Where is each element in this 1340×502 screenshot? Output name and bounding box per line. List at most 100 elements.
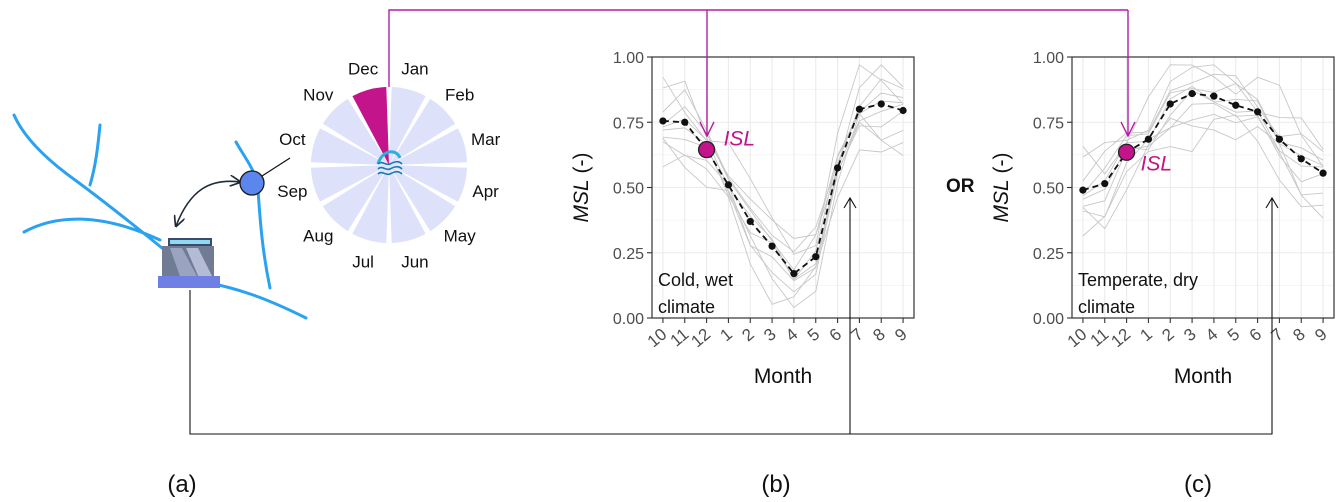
data-point bbox=[1275, 135, 1284, 143]
y-axis-title-var: MSL bbox=[570, 179, 593, 222]
ensemble-line bbox=[1082, 114, 1324, 237]
wheel-label-aug: Aug bbox=[303, 227, 333, 246]
data-point bbox=[833, 164, 842, 172]
river-right-stream bbox=[234, 140, 272, 290]
wheel-label-jul: Jul bbox=[352, 253, 374, 272]
y-tick-label: 0.50 bbox=[613, 181, 644, 198]
isl-pointers bbox=[388, 9, 1136, 138]
wheel-label-oct: Oct bbox=[279, 130, 306, 149]
y-tick-label: 0.50 bbox=[1033, 181, 1064, 198]
y-tick-label: 0.25 bbox=[1033, 246, 1064, 263]
x-tick-label: 8 bbox=[869, 325, 888, 346]
data-point bbox=[724, 181, 733, 189]
data-point bbox=[812, 253, 820, 261]
data-point bbox=[1144, 135, 1153, 143]
y-axis-title-var: MSL bbox=[990, 179, 1013, 222]
isl-arrowhead-c bbox=[1120, 121, 1136, 138]
data-point bbox=[1079, 186, 1087, 194]
data-point bbox=[1210, 92, 1218, 100]
y-tick-label: 0.00 bbox=[1033, 311, 1064, 328]
data-point bbox=[1166, 100, 1174, 108]
isl-pointer-line bbox=[388, 9, 1128, 87]
wheel-segment-jun bbox=[389, 165, 426, 243]
wheel-label-apr: Apr bbox=[472, 182, 499, 201]
y-tick-label: 0.00 bbox=[613, 311, 644, 328]
data-point bbox=[659, 117, 667, 125]
month-wheel: Jan Feb Mar Apr May Jun Jul Aug Sep Oct Nov Dec bbox=[277, 59, 500, 271]
panel-label-b: (b) bbox=[761, 471, 790, 498]
x-tick-label: 6 bbox=[826, 325, 845, 346]
ensemble-line bbox=[662, 142, 904, 305]
ensemble-line bbox=[662, 64, 904, 255]
x-tick-label: 1 bbox=[717, 325, 736, 346]
wheel-segment-may bbox=[389, 165, 456, 232]
data-point bbox=[1297, 155, 1305, 163]
wave-icon bbox=[376, 150, 403, 176]
y-tick-label: 1.00 bbox=[613, 50, 644, 67]
panel-label-c: (c) bbox=[1184, 471, 1212, 498]
isl-label: ISL bbox=[724, 128, 756, 151]
wheel-label-feb: Feb bbox=[445, 85, 474, 104]
wheel-label-jun: Jun bbox=[401, 253, 428, 272]
x-tick-label: 7 bbox=[1268, 325, 1287, 346]
wheel-label-may: May bbox=[444, 227, 477, 246]
y-axis-title: MSL (-) bbox=[990, 152, 1013, 222]
data-point bbox=[681, 118, 689, 126]
climate-annotation-line: climate bbox=[1078, 297, 1135, 317]
gauge-station-icon bbox=[239, 170, 265, 196]
x-tick-label: 4 bbox=[1202, 325, 1221, 346]
data-point bbox=[1253, 108, 1262, 116]
wheel-segment-jan bbox=[389, 87, 426, 165]
x-tick-label: 10 bbox=[644, 325, 671, 352]
wheel-segment-mar bbox=[389, 128, 467, 165]
x-tick-label: 3 bbox=[760, 325, 779, 346]
data-point bbox=[1232, 101, 1240, 109]
dam-arrowhead-c bbox=[1265, 196, 1279, 209]
isl-arrowhead-b bbox=[699, 121, 715, 138]
ensemble-line bbox=[1082, 117, 1324, 230]
wheel-segment-nov bbox=[322, 98, 389, 165]
x-tick-label: 9 bbox=[1311, 325, 1330, 346]
wheel-label-jan: Jan bbox=[401, 59, 428, 78]
data-point bbox=[1101, 179, 1109, 188]
data-point bbox=[1188, 89, 1196, 98]
x-tick-label: 2 bbox=[738, 325, 757, 346]
x-tick-label: 10 bbox=[1064, 325, 1091, 352]
wheel-segment-aug bbox=[322, 165, 389, 232]
data-point bbox=[768, 242, 776, 250]
data-point bbox=[899, 106, 907, 115]
x-tick-label: 8 bbox=[1289, 325, 1308, 346]
ensemble-line bbox=[1082, 73, 1324, 182]
x-tick-label: 2 bbox=[1158, 325, 1177, 346]
data-point bbox=[790, 270, 798, 278]
dam-arrowhead-b bbox=[843, 196, 857, 209]
ensemble-line bbox=[1082, 113, 1324, 218]
wheel-segment-sep bbox=[311, 165, 389, 202]
data-point bbox=[877, 100, 885, 108]
dam-connectors bbox=[189, 196, 1279, 435]
y-axis-title: MSL (-) bbox=[570, 152, 593, 222]
wheel-segment-oct bbox=[311, 128, 389, 165]
wheel-label-sep: Sep bbox=[277, 182, 307, 201]
wheel-label-mar: Mar bbox=[471, 130, 501, 149]
x-axis-title: Month bbox=[754, 365, 812, 388]
panel-label-a: (a) bbox=[167, 471, 196, 498]
exchange-arrow bbox=[176, 181, 240, 226]
y-tick-label: 1.00 bbox=[1033, 50, 1064, 67]
or-label: OR bbox=[946, 176, 975, 197]
isl-point bbox=[697, 141, 716, 159]
y-tick-label: 0.75 bbox=[613, 115, 644, 132]
y-axis-title-unit: (-) bbox=[990, 152, 1013, 173]
gauge-leader-line bbox=[261, 157, 291, 177]
climate-annotation-line: Temperate, dry bbox=[1078, 270, 1198, 290]
river-left-branch bbox=[22, 217, 162, 242]
wheel-segment-apr bbox=[389, 165, 467, 202]
isl-label: ISL bbox=[1141, 152, 1173, 175]
data-point bbox=[1319, 169, 1327, 177]
data-point bbox=[746, 217, 754, 226]
dam-link-line bbox=[189, 198, 1273, 435]
x-axis-title: Month bbox=[1174, 365, 1232, 388]
